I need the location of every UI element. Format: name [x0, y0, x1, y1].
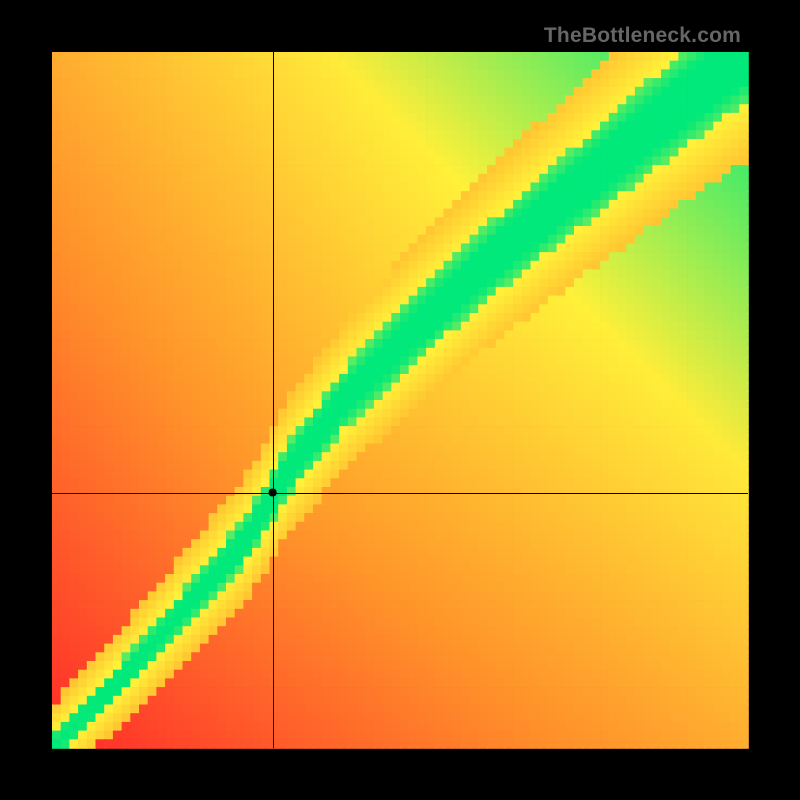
chart-container: TheBottleneck.com — [0, 0, 800, 800]
bottleneck-heatmap — [0, 0, 800, 800]
watermark-text: TheBottleneck.com — [544, 24, 741, 48]
